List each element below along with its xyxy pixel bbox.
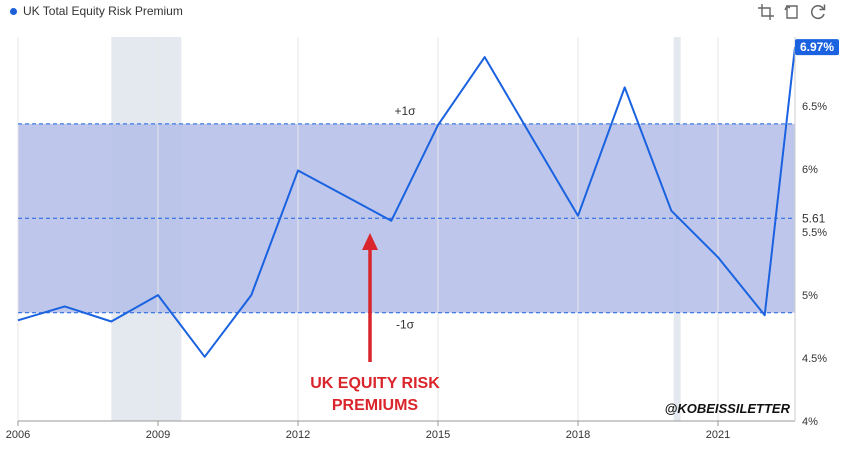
- y-tick-label: 5%: [802, 290, 818, 302]
- last-value-text: 6.97%: [800, 40, 834, 54]
- x-tick-label: 2021: [706, 429, 730, 441]
- crop-icon[interactable]: [757, 3, 775, 21]
- y-tick-label: 6.5%: [802, 101, 827, 113]
- refresh-icon[interactable]: [809, 3, 827, 21]
- y-tick-label: 6%: [802, 164, 818, 176]
- annotation: UK EQUITY RISK PREMIUMS: [310, 233, 440, 414]
- y-tick-label: 5.5%: [802, 227, 827, 239]
- annotation-line-2: PREMIUMS: [332, 397, 419, 414]
- x-tick-label: 2015: [426, 429, 450, 441]
- y-tick-label: 4%: [802, 416, 818, 428]
- last-value-badge: 6.97%: [795, 39, 839, 56]
- reset-zoom-icon[interactable]: [783, 3, 801, 21]
- legend-marker: [10, 7, 17, 15]
- mean-value-label: 5.61: [802, 211, 826, 225]
- x-tick-label: 2018: [566, 429, 590, 441]
- chart-toolbar: [757, 3, 827, 21]
- watermark: @KOBEISSILETTER: [665, 401, 791, 416]
- series-line: [17, 46, 796, 358]
- legend-label: UK Total Equity Risk Premium: [23, 4, 183, 18]
- x-tick-label: 2012: [286, 429, 310, 441]
- y-tick-label: 4.5%: [802, 353, 827, 365]
- lower-sigma-label: -1σ: [396, 318, 415, 332]
- upper-sigma-label: +1σ: [394, 104, 416, 118]
- annotation-line-1: UK EQUITY RISK: [310, 375, 440, 392]
- x-tick-label: 2009: [146, 429, 170, 441]
- legend[interactable]: UK Total Equity Risk Premium: [10, 4, 183, 18]
- x-tick-label: 2006: [6, 429, 30, 441]
- annotation-arrow-head: [362, 233, 378, 250]
